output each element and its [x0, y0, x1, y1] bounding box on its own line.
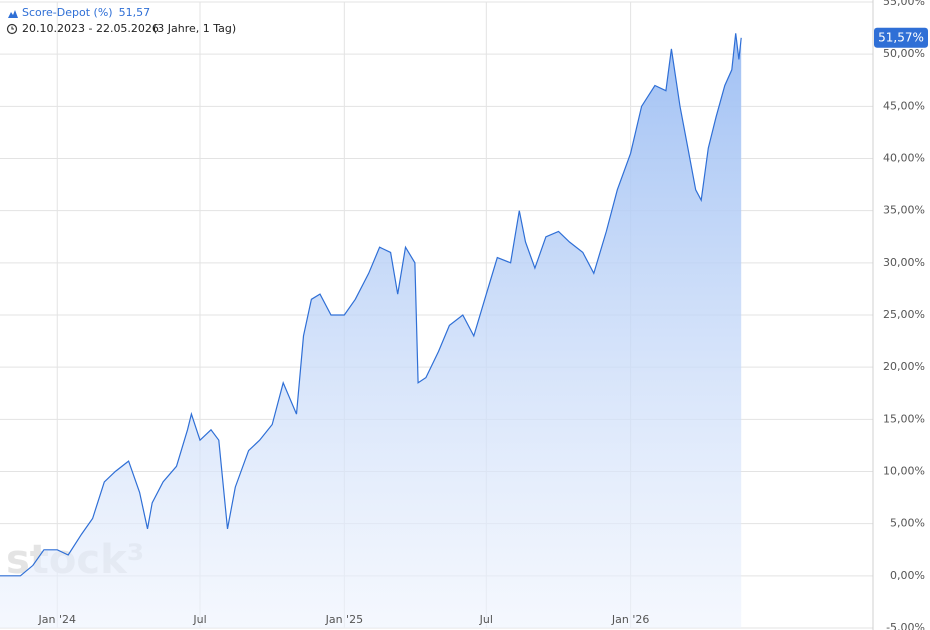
y-tick-label: 40,00% — [883, 152, 925, 165]
last-value-tag — [874, 27, 928, 48]
x-tick-label: Jan '24 — [38, 613, 76, 626]
y-tick-label: 50,00% — [883, 47, 925, 60]
legend-name: Score-Depot (%) — [22, 6, 113, 19]
header-value: 51,57 — [119, 6, 151, 19]
y-tick-label: 45,00% — [883, 99, 925, 112]
y-tick-label: 20,00% — [883, 360, 925, 373]
area — [0, 33, 742, 629]
y-tick-label: 35,00% — [883, 204, 925, 217]
x-tick-label: Jul — [192, 613, 206, 626]
y-tick-label: 0,00% — [890, 569, 925, 582]
period: 20.10.2023 - 22.05.2026 — [22, 22, 159, 35]
y-tick-label: 5,00% — [890, 517, 925, 530]
y-tick-label: 55,00% — [883, 0, 925, 8]
y-tick-label: 15,00% — [883, 412, 925, 425]
x-tick-label: Jan '25 — [325, 613, 363, 626]
clock-hand — [11, 26, 14, 30]
last-value-label: 51,57% — [878, 30, 924, 44]
y-tick-label: 10,00% — [883, 465, 925, 478]
line — [0, 33, 742, 577]
y-tick-label: -5,00% — [886, 621, 925, 630]
plot: 51,57% — [0, 27, 928, 629]
y-tick-label: 25,00% — [883, 308, 925, 321]
x-tick-label: Jan '26 — [611, 613, 649, 626]
clock-icon — [6, 23, 18, 35]
period-length: (3 Jahre, 1 Tag) — [153, 22, 236, 35]
series-icon — [8, 10, 18, 18]
x-tick-label: Jul — [479, 613, 493, 626]
y-tick-label: 30,00% — [883, 256, 925, 269]
